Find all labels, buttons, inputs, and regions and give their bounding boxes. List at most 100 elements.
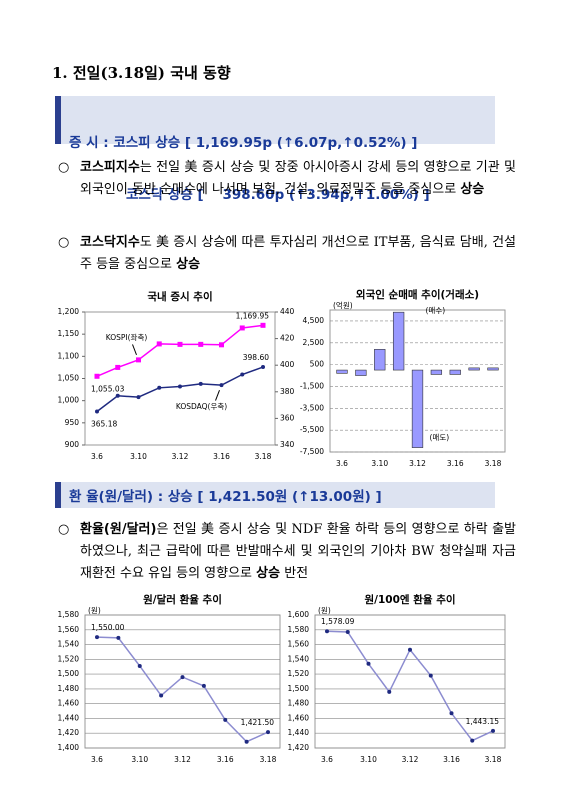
value-label: 1,550.00: [91, 623, 125, 632]
box-line: 증 시 : 코스피 상승 [ 1,169.95p (↑6.07p,↑0.52%)…: [69, 131, 487, 151]
marker: [198, 341, 204, 347]
marker: [408, 647, 412, 652]
bar: [374, 349, 386, 371]
term: 코스닥지수: [80, 235, 140, 250]
arrow: [215, 389, 220, 401]
marker: [244, 739, 249, 744]
plot-frame: [84, 614, 281, 749]
x-tick-label: 3.18: [260, 755, 277, 764]
y2-tick-label: 380: [280, 387, 295, 396]
marker: [223, 717, 228, 722]
box-text: 코스피 상승 [ 1,169.95p (↑6.07p,↑0.52%) ]: [113, 135, 418, 151]
y-tick-label: 4,500: [303, 316, 325, 325]
y-tick-label: 1,200: [58, 307, 80, 316]
marker: [94, 373, 100, 379]
marker: [266, 730, 270, 735]
y-tick-label: 1,500: [58, 669, 80, 678]
x-tick-label: 3.10: [360, 755, 377, 764]
marker: [470, 738, 475, 743]
text: 는 전일 美 증시 상승 및 장중 아시아증시 강세 등의 영향으로 기관 및 …: [80, 160, 516, 197]
unit-label: (억원): [333, 301, 353, 310]
arrow: [132, 344, 137, 356]
emphasis: 상승: [256, 566, 281, 581]
value-label: 1,169.95: [236, 311, 270, 320]
x-tick-label: 3.6: [91, 755, 103, 764]
value-label: 1,421.50: [241, 718, 275, 727]
marker: [387, 689, 392, 694]
y-tick-label: 1,420: [288, 743, 310, 752]
marker: [219, 383, 224, 388]
y-tick-label: 1,480: [58, 684, 80, 693]
marker: [261, 365, 265, 370]
x-tick-label: 3.18: [485, 755, 502, 764]
y-tick-label: 1,600: [288, 610, 310, 619]
y-tick-label: 1,460: [58, 699, 80, 708]
marker: [260, 322, 266, 328]
x-tick-label: 3.6: [91, 452, 103, 461]
y-tick-label: 1,520: [58, 654, 80, 663]
bar: [336, 369, 348, 374]
x-tick-label: 3.10: [130, 452, 147, 461]
x-tick-label: 3.10: [371, 459, 388, 468]
y-tick-label: 950: [65, 418, 80, 427]
marker: [180, 675, 185, 680]
bar: [392, 311, 405, 371]
heading: 1. 전일(3.18일) 국내 동향: [52, 64, 231, 82]
unit-label: (원): [318, 606, 331, 615]
marker: [157, 385, 162, 390]
marker: [177, 341, 183, 347]
bullet: 코스피지수는 전일 美 증시 상승 및 장중 아시아증시 강세 등의 영향으로 …: [58, 157, 516, 201]
y-tick-label: 1,480: [288, 699, 310, 708]
x-tick-label: 3.12: [409, 459, 426, 468]
value-label: 1,055.03: [91, 384, 125, 393]
marker: [428, 673, 433, 678]
value-label: 398.60: [243, 353, 269, 362]
y-tick-label: 1,400: [58, 743, 80, 752]
term: 환율(원/달러): [80, 522, 157, 537]
y-tick-label: 1,520: [288, 669, 310, 678]
marker: [115, 393, 120, 398]
text: 은 전일 美 증시 상승 및 NDF 환율 하락 등의 영향으로 하락 출발하였…: [80, 522, 516, 581]
y-tick-label: -1,500: [300, 381, 324, 390]
annotation: (매도): [430, 433, 450, 442]
x-tick-label: 3.6: [321, 755, 333, 764]
y2-tick-label: 440: [280, 307, 295, 316]
y2-tick-label: 360: [280, 413, 295, 422]
annotation: (매수): [426, 306, 446, 315]
y-tick-label: 1,580: [58, 610, 80, 619]
box-label: 증 시 :: [69, 135, 109, 151]
y-tick-label: 1,460: [288, 713, 310, 722]
y-tick-label: 1,440: [58, 713, 80, 722]
marker: [366, 661, 371, 666]
x-tick-label: 3.12: [174, 755, 191, 764]
marker: [201, 683, 206, 688]
marker: [198, 381, 203, 386]
marker: [240, 372, 245, 377]
y-tick-label: 1,440: [288, 728, 310, 737]
marker: [159, 693, 164, 698]
marker: [156, 341, 162, 347]
y2-tick-label: 340: [280, 440, 295, 449]
y-tick-label: 1,580: [288, 625, 310, 634]
y-tick-label: -5,500: [300, 425, 324, 434]
marker: [345, 629, 350, 634]
x-tick-label: 3.16: [217, 755, 234, 764]
x-tick-label: 3.12: [402, 755, 419, 764]
x-tick-label: 3.16: [447, 459, 464, 468]
y-tick-label: -7,500: [300, 447, 324, 456]
y-tick-label: 1,500: [288, 684, 310, 693]
marker: [491, 728, 495, 733]
text: 도 美 증시 상승에 따른 투자심리 개선으로 IT부품, 음식료 담배, 건설…: [80, 235, 516, 272]
y2-tick-label: 420: [280, 334, 295, 343]
chart-title: 국내 증시 추이: [147, 290, 212, 303]
emphasis: 상승: [176, 257, 201, 272]
y-tick-label: 1,000: [58, 396, 80, 405]
bar: [468, 367, 480, 371]
marker: [115, 364, 121, 370]
marker: [449, 711, 454, 716]
marker: [325, 629, 329, 634]
emphasis: 상승: [460, 182, 485, 197]
marker: [95, 635, 99, 640]
x-tick-label: 3.18: [485, 459, 502, 468]
